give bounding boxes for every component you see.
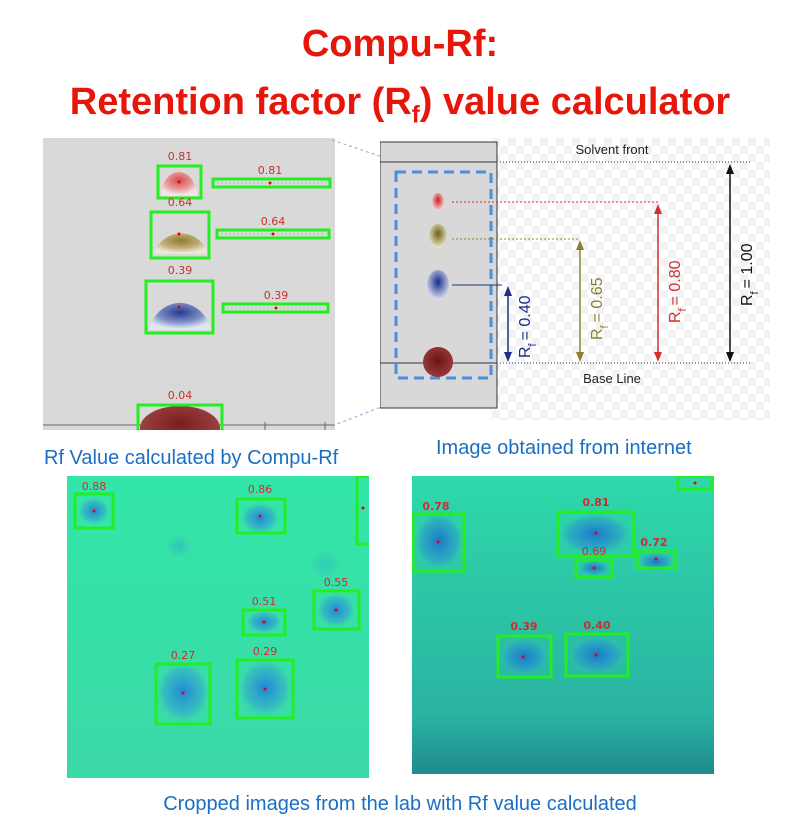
rf-label-065: Rf= 0.65: [589, 277, 611, 340]
bar-rf-label: 0.64: [261, 215, 286, 228]
lab-rf-label: 0.69: [582, 545, 607, 558]
detection-box: [355, 476, 369, 546]
detection-box: [235, 658, 295, 720]
lab-rf-label: 0.40: [583, 619, 610, 632]
tlc-diagram: Solvent front Base Line Rf= 0.40 Rf= 0.6…: [380, 138, 770, 420]
title-line-2: Retention factor (Rf) value calculator: [0, 80, 800, 138]
base-line-label: Base Line: [583, 371, 641, 386]
rf-bar: [211, 177, 332, 189]
detection-box: [235, 497, 287, 535]
rf-label-080: Rf= 0.80: [667, 260, 689, 323]
lab-rf-label: 0.39: [510, 620, 537, 633]
rf-label-100: Rf= 1.00: [739, 243, 761, 306]
rf-bar: [221, 302, 330, 314]
title-prefix: Retention factor (R: [69, 81, 412, 123]
lab-rf-label: 0.55: [324, 576, 349, 589]
detection-box: [144, 279, 215, 335]
lab-rf-label: 0.27: [171, 649, 196, 662]
rf-label-040: Rf= 0.40: [517, 295, 539, 358]
detection-box: [149, 210, 211, 260]
bar-rf-label: 0.81: [258, 164, 283, 177]
detection-box: [312, 589, 361, 631]
title-line-1: Compu-Rf:: [301, 23, 499, 65]
lab-rf-label: 0.72: [640, 536, 667, 549]
detection-box: [496, 634, 553, 679]
spot-rf-label: 0.64: [168, 196, 193, 209]
caption-internet: Image obtained from internet: [436, 437, 692, 459]
detection-box: [73, 492, 115, 530]
caption-compu-rf: Rf Value calculated by Compu-Rf: [44, 447, 339, 469]
title-suffix: ) value calculator: [419, 81, 731, 123]
detection-box: [154, 662, 212, 726]
spot-rf-label: 0.39: [168, 264, 193, 277]
detection-box: [574, 558, 614, 579]
lab-rf-label: 0.51: [252, 595, 277, 608]
title-subscript: f: [411, 101, 420, 129]
detection-box: [676, 476, 714, 491]
crop-region: [394, 170, 493, 380]
caption-lab: Cropped images from the lab with Rf valu…: [163, 793, 637, 815]
lab-rf-label: 0.88: [82, 480, 107, 493]
bar-rf-label: 0.39: [264, 289, 289, 302]
lab-image-1: 0.88 0.86 0.55 0.51 0.27 0.29: [67, 476, 369, 778]
spot-rf-label: 0.81: [168, 150, 193, 163]
spot-rf-label: 0.04: [168, 389, 193, 402]
detection-box: [564, 632, 630, 678]
lab-rf-label: 0.78: [422, 500, 449, 513]
detection-box: [635, 549, 677, 570]
detection-box: [241, 608, 287, 637]
solvent-front-label: Solvent front: [576, 142, 649, 157]
lab-rf-label: 0.86: [248, 483, 273, 496]
detection-box: [412, 512, 466, 573]
lab-rf-label: 0.29: [253, 645, 278, 658]
lab-rf-label: 0.81: [582, 496, 609, 509]
detection-box: [156, 164, 203, 200]
rf-bar: [215, 228, 331, 240]
compu-rf-panel: 0.81 0.64 0.39 0.04 0.81 0.64 0.39: [43, 138, 335, 430]
detection-box: [136, 403, 224, 430]
lab-image-2: 0.78 0.81 0.69 0.72 0.39 0.40: [412, 476, 714, 774]
detection-box: [556, 510, 636, 558]
